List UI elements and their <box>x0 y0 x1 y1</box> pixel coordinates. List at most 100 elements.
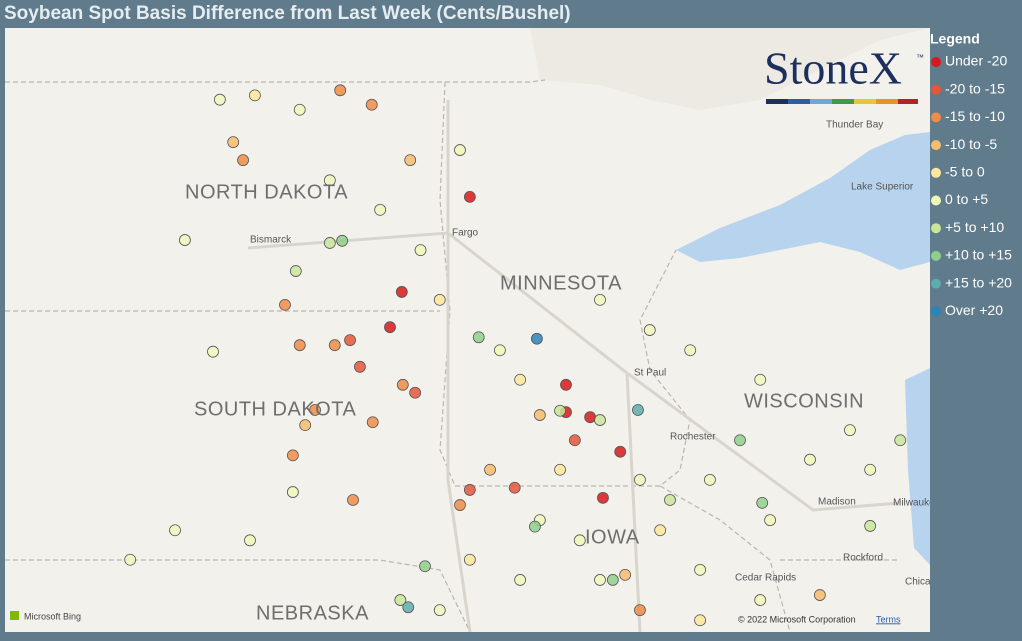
point <box>323 237 336 249</box>
legend-label: 0 to +5 <box>945 191 988 207</box>
place-label: Rockford <box>843 553 883 564</box>
map: NORTH DAKOTA SOUTH DAKOTA MINNESOTA WISC… <box>5 28 942 632</box>
point <box>279 298 291 311</box>
points <box>124 84 907 627</box>
terms-link[interactable]: Terms <box>876 614 901 624</box>
legend-label: Under -20 <box>945 53 1007 69</box>
point <box>694 563 706 576</box>
point <box>756 496 769 509</box>
point <box>594 574 606 586</box>
canada <box>5 28 930 110</box>
place-label: St Paul <box>634 368 666 379</box>
point <box>402 601 415 614</box>
point <box>463 484 476 496</box>
point <box>606 574 619 586</box>
point <box>404 154 417 167</box>
point <box>463 190 476 203</box>
legend-swatch <box>931 278 941 289</box>
place-label: Cedar Rapids <box>735 573 796 584</box>
point <box>124 553 137 566</box>
point <box>864 463 877 476</box>
place-label: Bismarck <box>250 235 292 246</box>
point <box>309 404 321 416</box>
point <box>804 453 816 466</box>
point <box>384 321 396 334</box>
point <box>472 331 485 344</box>
point <box>178 234 191 246</box>
legend-label: Over +20 <box>945 302 1003 318</box>
logo-mark: ™ <box>916 53 924 62</box>
point <box>533 409 546 421</box>
point <box>643 324 656 336</box>
legend-swatch <box>931 140 941 151</box>
place-label: Lake Superior <box>851 182 914 193</box>
point <box>249 89 261 102</box>
legend-label: -10 to -5 <box>945 136 997 152</box>
point <box>594 414 606 426</box>
state-label: IOWA <box>585 526 640 548</box>
point <box>554 404 566 417</box>
point <box>374 203 387 216</box>
legend-label: -20 to -15 <box>945 80 1005 96</box>
point <box>433 604 446 617</box>
logo-text: StoneX <box>764 43 902 94</box>
point <box>433 293 446 306</box>
point <box>508 481 521 494</box>
point <box>514 373 527 386</box>
point <box>286 449 299 462</box>
place-label: Chicago <box>905 577 942 588</box>
point <box>560 378 572 391</box>
point <box>354 360 366 373</box>
legend-swatch <box>931 250 941 261</box>
point <box>894 434 907 447</box>
point <box>286 486 299 498</box>
point <box>529 520 541 533</box>
point <box>664 494 676 506</box>
point <box>568 434 581 447</box>
lake-michigan <box>905 368 930 565</box>
point <box>754 594 767 606</box>
point <box>684 344 697 357</box>
point <box>409 386 422 399</box>
point <box>244 534 256 547</box>
point <box>213 93 226 106</box>
point <box>463 553 476 566</box>
title: Soybean Spot Basis Difference from Last … <box>4 3 571 24</box>
state-label: MINNESOTA <box>500 272 622 294</box>
point <box>396 378 409 391</box>
bing-icon <box>10 611 19 620</box>
point <box>654 524 667 537</box>
point <box>454 499 466 511</box>
state-label: WISCONSIN <box>744 390 864 412</box>
legend-swatch <box>931 306 941 317</box>
point <box>573 534 586 547</box>
point <box>494 344 506 357</box>
point <box>813 589 826 601</box>
legend-label: +15 to +20 <box>945 274 1012 290</box>
point <box>484 463 496 476</box>
point <box>344 334 356 347</box>
legend-swatch <box>931 57 941 67</box>
place-label: Madison <box>818 497 856 508</box>
point <box>328 339 341 352</box>
place-label: Fargo <box>452 228 479 239</box>
state-label: SOUTH DAKOTA <box>194 398 356 420</box>
lake-superior <box>676 132 930 270</box>
point <box>634 604 646 617</box>
legend-label: -15 to -10 <box>945 108 1005 124</box>
legend-swatch <box>931 223 941 234</box>
copyright: © 2022 Microsoft Corporation <box>738 614 856 624</box>
legend-swatch <box>931 195 941 206</box>
point <box>336 234 349 247</box>
point <box>597 491 609 504</box>
point <box>366 416 379 429</box>
place-label: Milwaukee <box>893 498 941 509</box>
point <box>694 614 706 627</box>
legend-swatch <box>931 84 941 95</box>
point <box>347 494 359 506</box>
point <box>530 332 543 345</box>
point <box>584 411 597 424</box>
state-label: NEBRASKA <box>256 602 369 624</box>
point <box>237 154 249 167</box>
point <box>764 514 776 527</box>
